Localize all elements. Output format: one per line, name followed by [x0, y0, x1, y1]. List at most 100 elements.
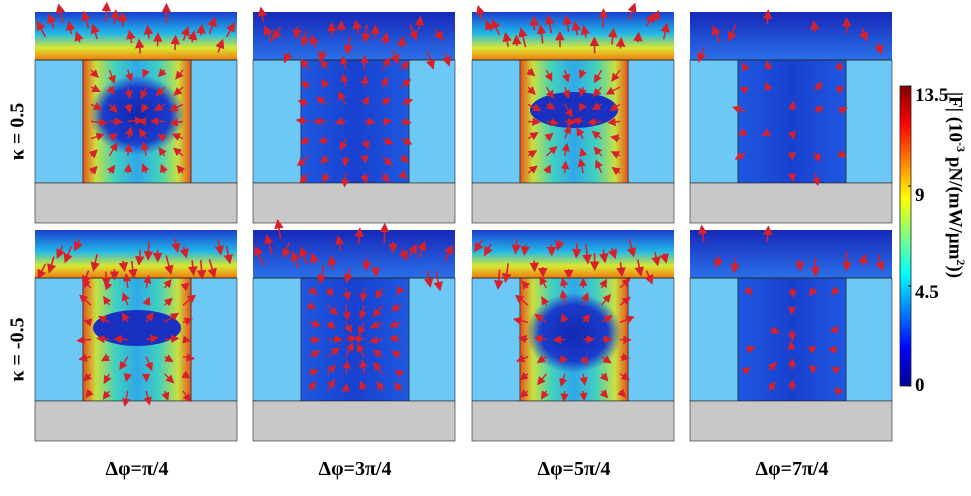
force-arrow — [511, 34, 522, 47]
force-arrow — [290, 251, 300, 269]
force-arrow — [171, 133, 184, 141]
force-arrow — [124, 143, 133, 156]
force-arrow — [326, 347, 341, 358]
force-arrow — [788, 379, 797, 392]
force-arrow — [344, 322, 352, 334]
force-arrow — [343, 35, 353, 56]
force-arrow — [527, 103, 542, 112]
force-arrow — [342, 287, 351, 302]
force-arrow — [619, 352, 631, 362]
force-arrow — [326, 378, 336, 392]
force-arrow — [106, 164, 116, 175]
force-arrow — [128, 261, 138, 279]
force-arrow — [562, 86, 571, 99]
force-arrow — [787, 130, 797, 140]
force-arrows — [37, 238, 233, 407]
right-wall — [627, 59, 675, 184]
force-arrow — [381, 172, 390, 183]
force-arrow — [400, 117, 412, 126]
force-arrow — [527, 117, 541, 126]
right-wall — [845, 277, 893, 402]
force-arrow — [601, 293, 612, 306]
force-arrow — [359, 380, 368, 392]
force-arrow — [837, 149, 847, 158]
force-arrow — [356, 343, 365, 358]
force-arrow — [382, 136, 394, 145]
column-label-2: Δφ=3π/4 — [318, 458, 392, 480]
force-arrow — [560, 390, 569, 403]
force-arrow — [297, 99, 310, 108]
force-arrow — [544, 69, 553, 82]
force-arrow — [340, 55, 349, 71]
force-arrow — [610, 134, 621, 143]
force-arrow — [443, 244, 453, 263]
force-arrow — [215, 38, 225, 53]
force-arrow — [326, 320, 336, 329]
force-arrow — [175, 69, 184, 80]
force-arrow — [382, 155, 393, 167]
force-arrow — [299, 246, 309, 265]
force-arrow — [394, 381, 403, 392]
force-arrow — [745, 345, 756, 354]
force-arrow — [326, 364, 336, 375]
substrate — [252, 182, 456, 224]
force-arrow — [223, 246, 233, 265]
top-field-region — [690, 12, 892, 60]
colorbar-title-text-3: )) — [944, 265, 966, 279]
left-wall — [252, 277, 302, 402]
force-arrow — [697, 224, 708, 243]
force-arrow — [544, 14, 555, 34]
force-arrow — [609, 103, 621, 112]
force-arrow — [581, 291, 590, 306]
force-arrow — [309, 34, 319, 49]
force-arrow — [591, 102, 602, 111]
force-arrow — [264, 234, 274, 255]
force-arrow — [296, 155, 310, 167]
force-arrows — [36, 1, 235, 175]
force-arrow — [295, 116, 310, 126]
force-arrow — [81, 279, 92, 289]
force-arrow — [608, 247, 618, 260]
force-arrow — [593, 69, 603, 84]
force-arrow — [599, 389, 609, 399]
force-arrow — [417, 240, 427, 259]
force-arrow — [225, 22, 235, 38]
force-arrow — [560, 313, 569, 323]
force-arrow — [540, 390, 549, 400]
colorbar — [899, 85, 912, 387]
force-arrow — [473, 239, 484, 253]
force-arrow — [155, 86, 166, 97]
force-arrow — [841, 251, 852, 272]
force-arrow — [196, 23, 206, 36]
force-arrow — [123, 372, 132, 383]
force-arrow — [122, 312, 130, 323]
force-arrow — [809, 20, 820, 32]
force-arrow — [124, 87, 133, 100]
force-arrow — [182, 294, 197, 306]
colorbar-title-text-2: pN/(mW/μm — [944, 152, 966, 260]
force-arrow — [309, 252, 319, 265]
force-arrow — [89, 69, 99, 79]
force-arrow — [55, 3, 66, 23]
force-arrows — [473, 238, 669, 403]
force-arrow — [787, 340, 796, 350]
force-arrow — [140, 141, 150, 156]
force-arrow — [107, 69, 116, 85]
force-arrow — [182, 390, 191, 403]
force-arrow — [520, 244, 531, 256]
force-arrow — [318, 50, 328, 62]
top-field-region — [472, 230, 674, 278]
force-arrow — [257, 6, 267, 22]
force-arrow — [143, 390, 152, 406]
force-arrow — [88, 149, 98, 159]
force-arrow — [90, 118, 108, 127]
force-arrow — [599, 278, 608, 289]
force-arrow — [307, 380, 316, 392]
force-arrow — [396, 286, 405, 296]
force-arrow — [399, 154, 409, 163]
force-arrow — [342, 305, 351, 321]
force-arrow — [153, 102, 165, 111]
force-arrows — [697, 224, 885, 396]
force-arrow — [578, 69, 587, 79]
